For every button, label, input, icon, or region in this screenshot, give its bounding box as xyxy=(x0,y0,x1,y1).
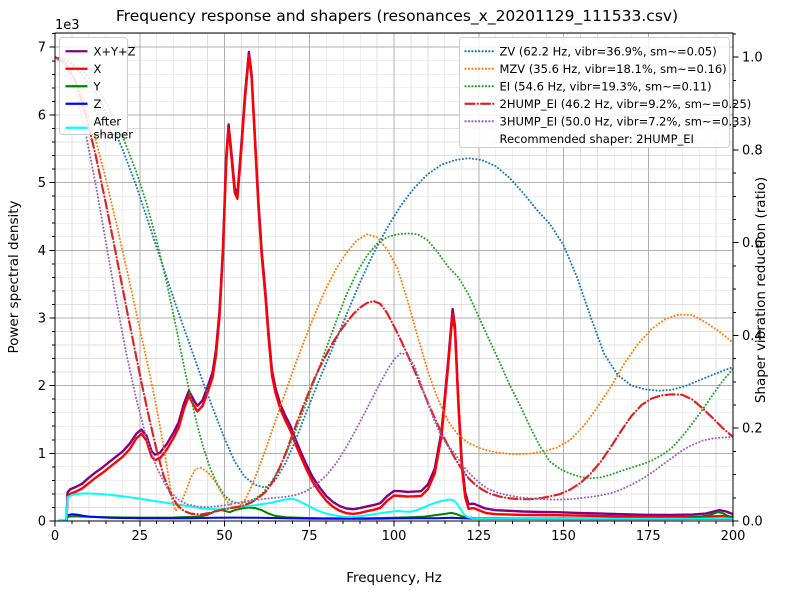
x-tick-label: 175 xyxy=(636,529,661,544)
x-tick-label: 200 xyxy=(721,529,746,544)
chart-generated: 0 25 50 75 100 125 150 175 200 0 1 2 3 4 5 6 7 0.0 0.2 0.4 0… xyxy=(38,32,763,544)
y-axis-left-label: Power spectral density xyxy=(6,200,22,353)
y-axis-right-label: Shaper vibration reduction (ratio) xyxy=(753,177,769,403)
series-ei xyxy=(55,56,733,505)
grid-minor xyxy=(55,33,733,521)
legend-entry-label: MZV (35.6 Hz, vibr=18.1%, sm~=0.16) xyxy=(500,62,727,76)
y-right-tick-label: 0.0 xyxy=(742,515,763,530)
y-left-tick-label: 6 xyxy=(38,108,46,123)
y-left-tick-label: 4 xyxy=(38,244,46,259)
y-right-tick-label: 1.0 xyxy=(742,51,763,66)
y-axis-offset-label: 1e3 xyxy=(55,18,80,33)
y-right-tick-label: 0.8 xyxy=(742,143,763,158)
legend-entry-label: Z xyxy=(94,97,102,111)
y-right-tick-label: 0.6 xyxy=(742,236,763,251)
series-after-shaper xyxy=(58,492,733,521)
y-right-tick-label: 0.2 xyxy=(742,422,763,437)
y-left-tick-label: 7 xyxy=(38,41,46,56)
legend-entry-label: Y xyxy=(93,79,102,93)
x-tick-label: 75 xyxy=(301,529,318,544)
x-tick-label: 100 xyxy=(382,529,407,544)
series-zv xyxy=(55,56,733,489)
legend-entry-label: shaper xyxy=(94,127,134,141)
y-left-tick-label: 1 xyxy=(38,447,46,462)
x-tick-label: 50 xyxy=(216,529,233,544)
series-mzv xyxy=(55,56,733,512)
x-tick-label: 150 xyxy=(551,529,576,544)
y-left-tick-label: 2 xyxy=(38,379,46,394)
legend-entry-label: Recommended shaper: 2HUMP_EI xyxy=(500,132,694,146)
y-left-tick-label: 3 xyxy=(38,311,46,326)
y-right-tick-label: 0.4 xyxy=(742,329,763,344)
y-left-tick-label: 0 xyxy=(38,515,46,530)
legend-entry-label: 3HUMP_EI (50.0 Hz, vibr=7.2%, sm~=0.33) xyxy=(500,114,752,128)
legend-entry-label: EI (54.6 Hz, vibr=19.3%, sm~=0.11) xyxy=(500,79,712,93)
chart-title: Frequency response and shapers (resonanc… xyxy=(116,7,678,26)
legend-shapers-right: ZV (62.2 Hz, vibr=36.9%, sm~=0.05) MZV (3… xyxy=(459,37,752,148)
legend-entry-label: X+Y+Z xyxy=(94,44,136,58)
legend-entry-label: X xyxy=(94,62,102,76)
series xyxy=(55,50,733,521)
x-tick-label: 0 xyxy=(51,529,59,544)
legend-entry-label: ZV (62.2 Hz, vibr=36.9%, sm~=0.05) xyxy=(500,44,717,58)
x-tick-label: 25 xyxy=(131,529,148,544)
legend-entry-label: After xyxy=(94,114,122,128)
legend-entry-label: 2HUMP_EI (46.2 Hz, vibr=9.2%, sm~=0.25) xyxy=(500,97,752,111)
series-2hump-ei xyxy=(55,55,733,516)
series-x-plus-y-plus-z xyxy=(58,50,733,521)
axes: 0 25 50 75 100 125 150 175 200 0 1 2 3 4 5 6 7 0.0 0.2 0.4 0… xyxy=(38,32,763,544)
series-3hump-ei xyxy=(55,56,733,509)
y-left-tick-label: 5 xyxy=(38,176,46,191)
x-axis-label: Frequency, Hz xyxy=(346,570,442,586)
x-tick-label: 125 xyxy=(466,529,491,544)
